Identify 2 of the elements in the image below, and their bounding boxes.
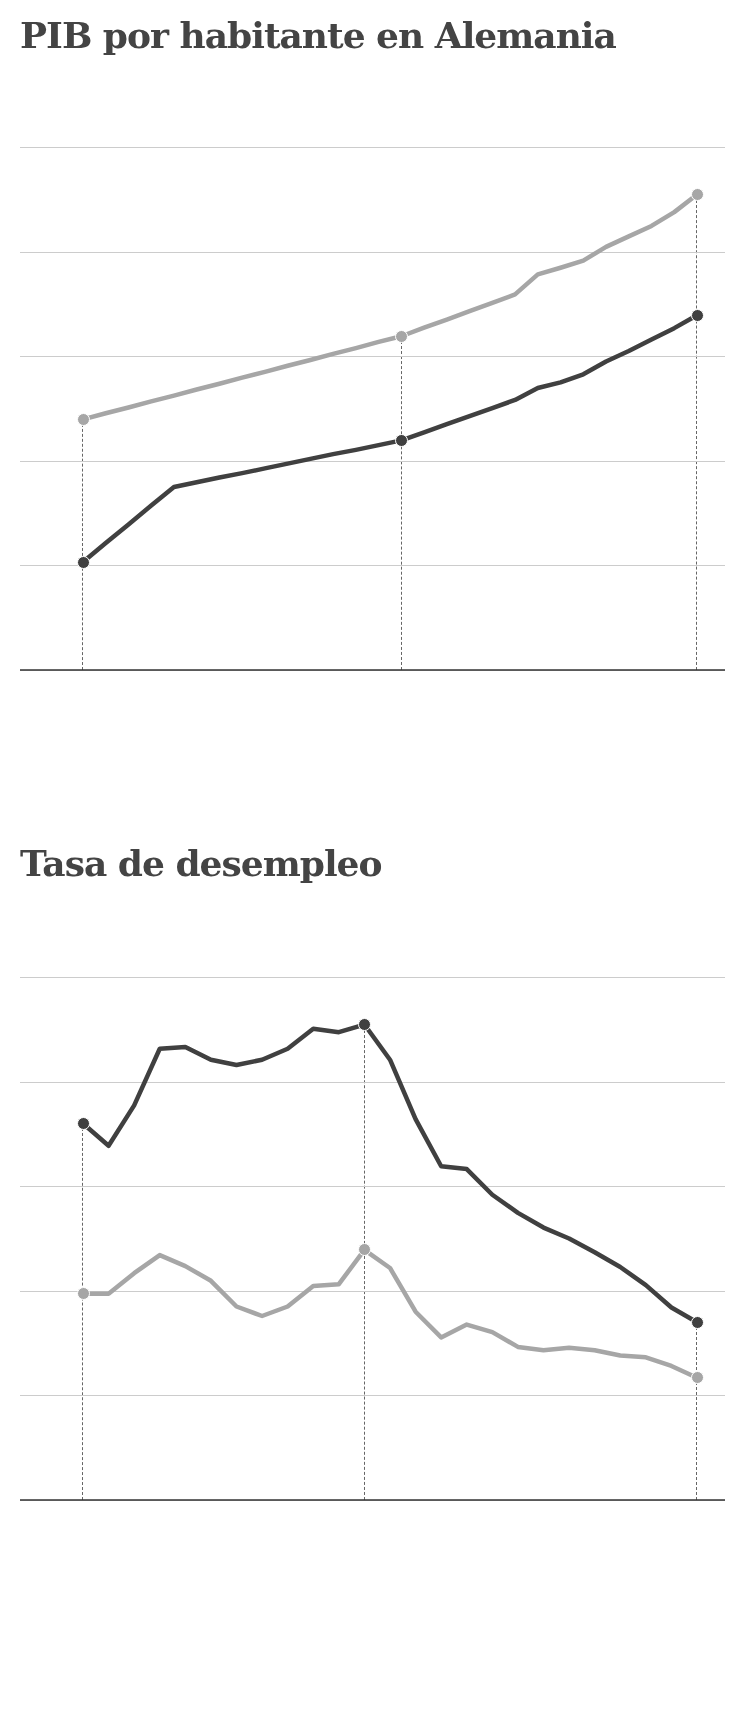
chart-title: PIB por habitante en Alemania bbox=[20, 14, 616, 56]
chart-title: Tasa de desempleo bbox=[20, 842, 382, 884]
